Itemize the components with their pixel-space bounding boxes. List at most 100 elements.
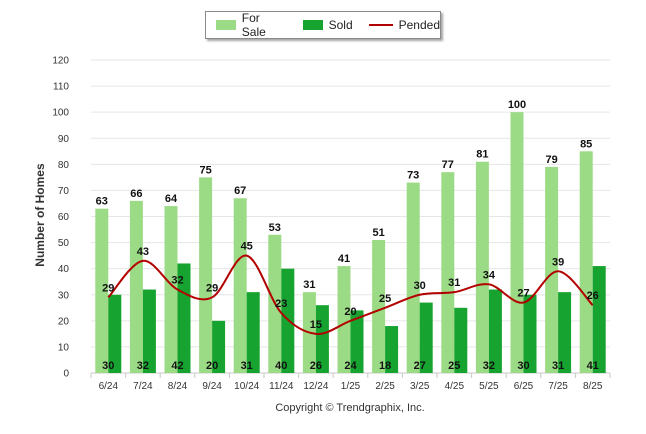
data-label-sold: 25 [448,360,460,372]
bar-sold [558,292,572,373]
bar-for-sale [510,112,524,374]
x-tick-label: 10/24 [234,381,259,392]
bar-for-sale [579,151,593,373]
x-tick-label: 7/25 [548,381,568,392]
bar-for-sale [164,206,178,373]
data-label-for-sale: 75 [199,164,211,176]
legend: For Sale Sold Pended [205,11,441,39]
data-label-sold: 30 [517,360,529,372]
data-label-pended: 45 [241,241,253,253]
data-label-sold: 32 [137,360,149,372]
y-axis-ticks: 0 10 20 30 40 50 60 70 80 90 100 110 120 [52,56,69,380]
x-tick-label: 11/24 [269,381,294,392]
data-label-pended: 32 [171,275,183,287]
data-label-for-sale: 73 [407,170,419,182]
bar-sold [212,320,226,373]
y-tick-label: 0 [63,369,69,380]
y-tick-label: 10 [58,342,70,353]
x-tick-label: 1/25 [341,381,361,392]
legend-item-pended[interactable]: Pended [368,18,440,32]
legend-label-pended: Pended [398,18,440,32]
bar-sold [350,310,364,373]
data-label-for-sale: 77 [442,159,454,171]
bars [95,112,606,374]
x-tick-label: 4/25 [445,381,465,392]
data-label-pended: 34 [483,269,496,281]
y-tick-label: 60 [58,212,70,223]
data-label-sold: 32 [483,360,495,372]
y-tick-label: 120 [52,56,69,67]
bar-for-sale [95,208,109,373]
bar-sold [592,266,606,373]
x-tick-label: 9/24 [202,381,222,392]
data-label-sold: 20 [206,360,218,372]
bar-sold [246,292,260,373]
data-label-sold: 27 [414,360,426,372]
x-tick-label: 5/25 [479,381,499,392]
y-tick-label: 90 [58,134,70,145]
data-label-sold: 26 [310,360,322,372]
data-label-for-sale: 85 [580,138,592,150]
legend-item-for-sale[interactable]: For Sale [216,11,287,39]
data-label-sold: 41 [587,360,599,372]
data-label-for-sale: 67 [234,185,246,197]
y-tick-label: 40 [58,264,70,275]
data-label-for-sale: 79 [545,154,557,166]
y-tick-label: 50 [58,238,70,249]
bar-for-sale [441,172,455,373]
data-label-pended: 26 [587,290,599,302]
y-tick-label: 30 [58,290,70,301]
data-label-pended: 30 [414,280,426,292]
bar-sold [523,294,537,373]
data-label-pended: 39 [552,256,564,268]
bar-sold [454,307,468,373]
bar-for-sale [233,198,247,373]
x-axis-ticks: 6/24 7/24 8/24 9/24 10/24 11/24 12/24 1/25 2/25 3… [90,373,611,392]
data-label-pended: 25 [379,293,391,305]
x-tick-label: 6/25 [514,381,534,392]
data-label-pended: 20 [344,306,356,318]
bar-for-sale [199,177,213,373]
x-tick-label: 12/24 [303,381,328,392]
pended-swatch [368,24,393,26]
for-sale-swatch [216,20,236,30]
data-label-pended: 15 [310,319,322,331]
x-tick-label: 3/25 [410,381,430,392]
x-tick-label: 7/24 [133,381,153,392]
data-label-for-sale: 64 [165,193,178,205]
legend-label-for-sale: For Sale [241,11,266,39]
y-tick-label: 80 [58,160,70,171]
data-label-sold: 42 [171,360,183,372]
data-label-sold: 31 [552,360,564,372]
copyright-text: Copyright © Trendgraphix, Inc. [275,402,425,414]
data-labels: 63 30 66 32 64 42 75 20 67 31 53 40 31 26 41 24 51 18 73 27… [96,99,599,372]
data-label-pended: 23 [275,298,287,310]
data-label-pended: 29 [102,282,114,294]
bar-for-sale [475,161,489,373]
pended-series-line [107,254,594,335]
bar-for-sale [129,200,143,373]
y-tick-label: 70 [58,186,70,197]
data-label-for-sale: 81 [476,149,488,161]
data-label-for-sale: 63 [96,196,108,208]
data-label-pended: 27 [517,288,529,300]
legend-item-sold[interactable]: Sold [302,18,353,32]
bar-sold [108,294,122,373]
bar-sold [419,302,433,373]
data-label-for-sale: 53 [269,222,281,234]
legend-label-sold: Sold [328,18,353,32]
bar-sold [142,289,156,373]
y-tick-label: 20 [58,316,70,327]
bar-for-sale [545,166,559,373]
bar-sold [315,305,329,373]
data-label-sold: 18 [379,360,391,372]
data-label-pended: 29 [206,282,218,294]
bar-for-sale [372,239,386,373]
data-label-sold: 24 [344,360,357,372]
data-label-sold: 31 [241,360,253,372]
y-tick-label: 110 [53,82,69,93]
x-tick-label: 6/24 [99,381,119,392]
bar-for-sale [337,266,351,373]
pended-line [107,254,594,335]
x-tick-label: 8/24 [168,381,188,392]
